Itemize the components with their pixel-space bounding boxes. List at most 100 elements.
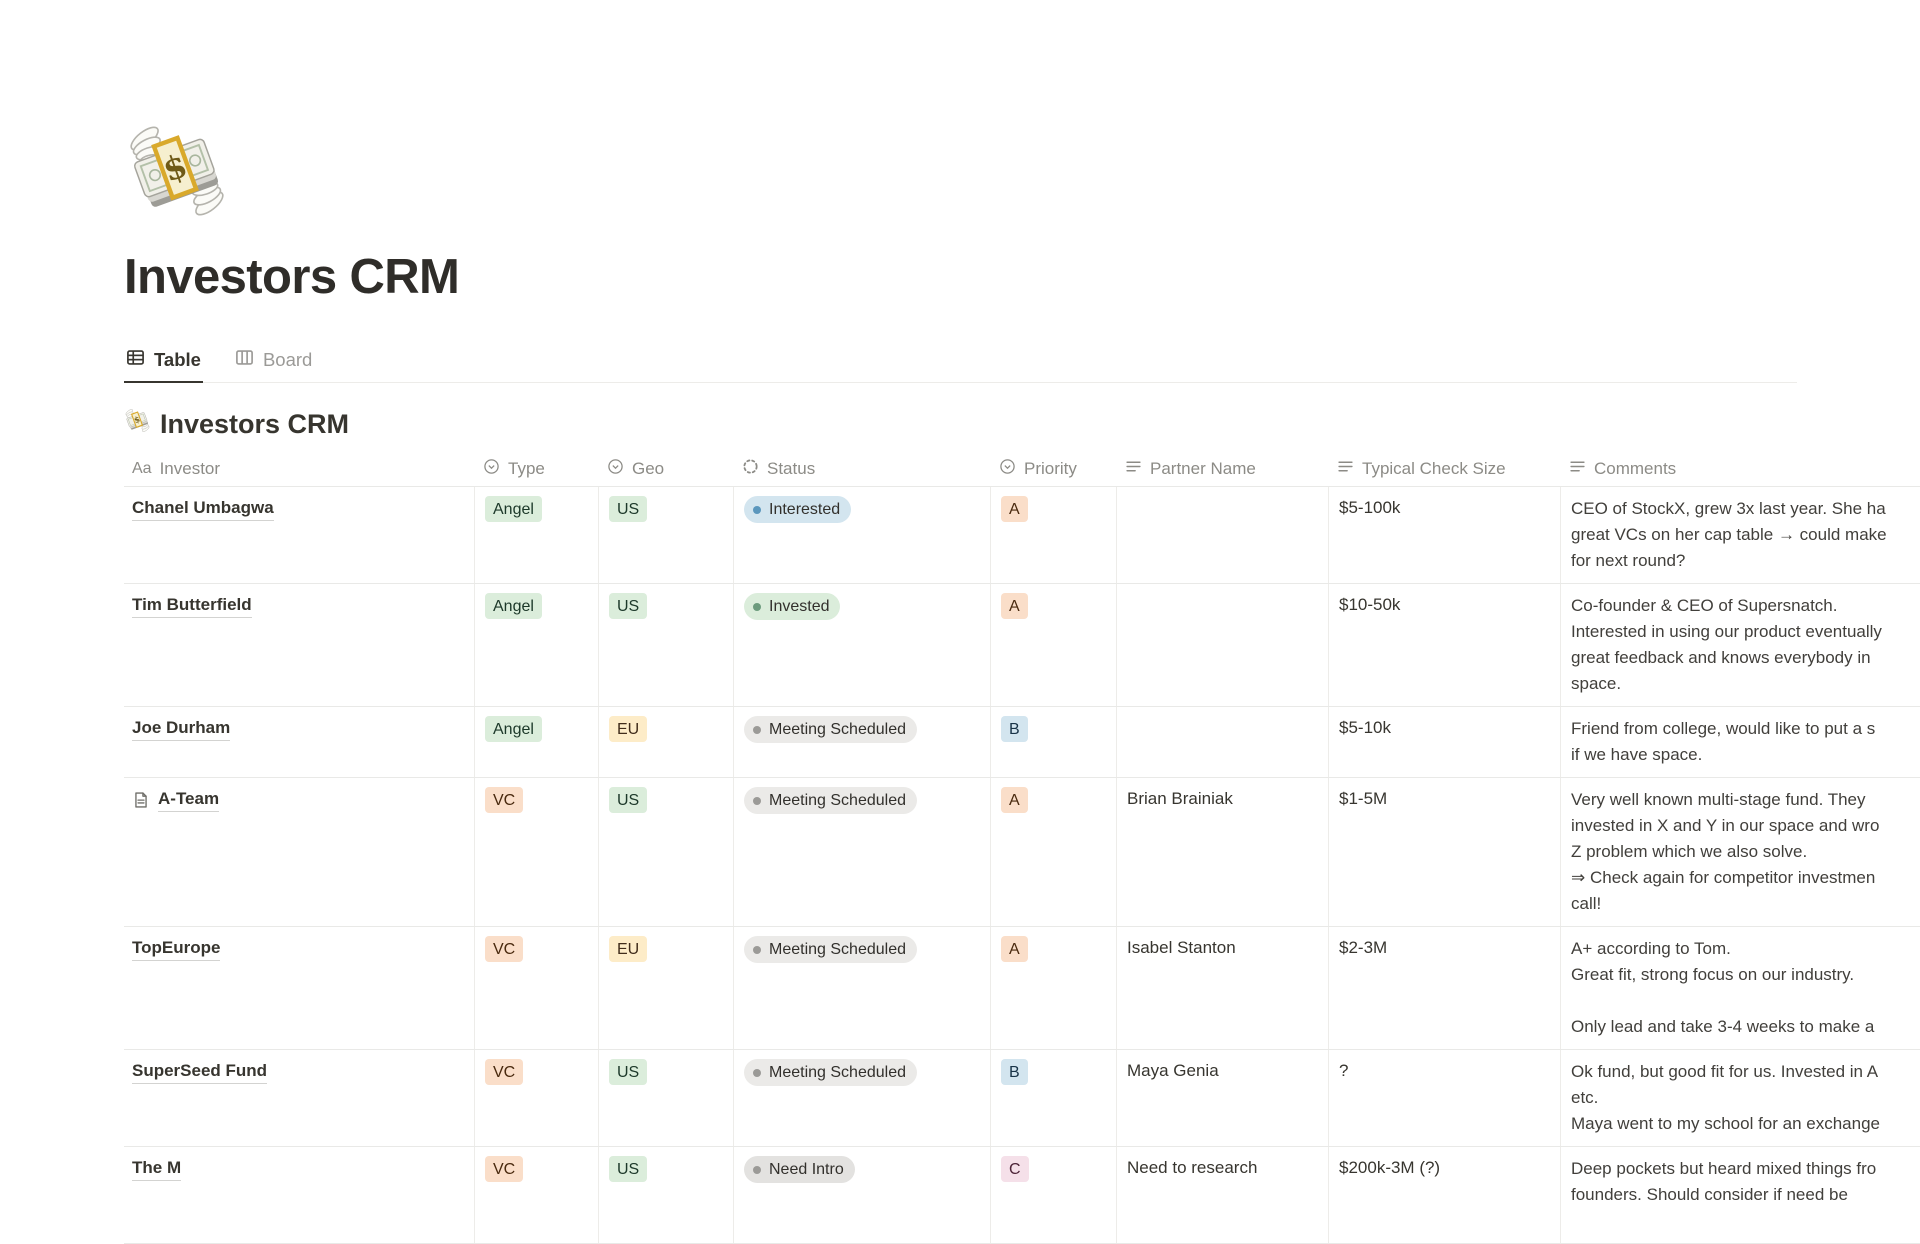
geo-cell[interactable]: EU: [599, 927, 734, 1049]
investor-cell[interactable]: TopEurope: [124, 927, 475, 1049]
status-cell[interactable]: Invested: [734, 584, 991, 706]
type-cell[interactable]: VC: [475, 1147, 599, 1243]
investor-name[interactable]: TopEurope: [132, 938, 221, 961]
board-view-icon: [235, 348, 254, 372]
money-with-wings-icon[interactable]: $: [124, 118, 230, 224]
table-row: SuperSeed Fund VC US Meeting Scheduled B…: [124, 1050, 1920, 1147]
investor-name[interactable]: The M: [132, 1158, 182, 1181]
type-cell[interactable]: Angel: [475, 707, 599, 777]
priority-cell[interactable]: B: [991, 707, 1117, 777]
column-header-investor[interactable]: Aa Investor: [132, 458, 221, 478]
priority-cell[interactable]: A: [991, 778, 1117, 926]
table-header-row: Aa Investor Type Geo: [124, 451, 1920, 487]
partner-name-cell[interactable]: Maya Genia: [1117, 1050, 1329, 1146]
table-row: Chanel Umbagwa Angel US Interested A $5-…: [124, 487, 1920, 584]
column-header-partner-name[interactable]: Partner Name: [1117, 458, 1329, 480]
investor-name[interactable]: Tim Butterfield: [132, 595, 252, 618]
status-cell[interactable]: Meeting Scheduled: [734, 1050, 991, 1146]
type-cell[interactable]: VC: [475, 778, 599, 926]
status-label: Meeting Scheduled: [769, 1064, 906, 1081]
title-property-icon: Aa: [132, 459, 152, 477]
comments-cell[interactable]: A+ according to Tom. Great fit, strong f…: [1571, 939, 1875, 1036]
comments-cell[interactable]: Very well known multi-stage fund. They i…: [1571, 790, 1880, 913]
type-tag: VC: [485, 936, 524, 962]
check-size-cell[interactable]: $2-3M: [1329, 927, 1561, 1049]
column-header-type[interactable]: Type: [475, 458, 599, 480]
type-tag: Angel: [485, 496, 542, 522]
status-cell[interactable]: Meeting Scheduled: [734, 707, 991, 777]
partner-name-cell[interactable]: [1117, 487, 1329, 583]
geo-cell[interactable]: US: [599, 487, 734, 583]
partner-name-cell[interactable]: Brian Brainiak: [1117, 778, 1329, 926]
partner-name-cell[interactable]: Need to research: [1117, 1147, 1329, 1243]
investor-cell[interactable]: A-Team: [124, 778, 475, 926]
investor-cell[interactable]: Joe Durham: [124, 707, 475, 777]
priority-cell[interactable]: B: [991, 1050, 1117, 1146]
type-cell[interactable]: Angel: [475, 487, 599, 583]
priority-cell[interactable]: A: [991, 584, 1117, 706]
comments-cell[interactable]: CEO of StockX, grew 3x last year. She ha…: [1571, 499, 1887, 570]
status-label: Need Intro: [769, 1161, 844, 1178]
geo-cell[interactable]: US: [599, 1050, 734, 1146]
status-dot: [753, 505, 761, 514]
investor-name[interactable]: A-Team: [158, 789, 220, 812]
column-header-typical-check-size[interactable]: Typical Check Size: [1329, 458, 1561, 480]
geo-tag: US: [609, 1156, 648, 1182]
check-size-cell[interactable]: $200k-3M (?): [1329, 1147, 1561, 1243]
tab-board[interactable]: Board: [233, 343, 314, 383]
status-label: Interested: [769, 501, 841, 518]
status-cell[interactable]: Need Intro: [734, 1147, 991, 1243]
check-size-cell[interactable]: $10-50k: [1329, 584, 1561, 706]
column-header-geo[interactable]: Geo: [599, 458, 734, 480]
geo-cell[interactable]: US: [599, 584, 734, 706]
status-cell[interactable]: Interested: [734, 487, 991, 583]
tab-board-label: Board: [262, 349, 313, 370]
status-tag: Meeting Scheduled: [744, 716, 917, 743]
text-property-icon: [1569, 458, 1586, 480]
type-cell[interactable]: Angel: [475, 584, 599, 706]
investor-name[interactable]: SuperSeed Fund: [132, 1061, 268, 1084]
type-cell[interactable]: VC: [475, 1050, 599, 1146]
check-size-cell[interactable]: $5-10k: [1329, 707, 1561, 777]
priority-cell[interactable]: A: [991, 927, 1117, 1049]
geo-cell[interactable]: US: [599, 778, 734, 926]
type-cell[interactable]: VC: [475, 927, 599, 1049]
investor-cell[interactable]: Chanel Umbagwa: [124, 487, 475, 583]
page-title[interactable]: Investors CRM: [124, 250, 460, 304]
comments-cell[interactable]: Co-founder & CEO of Supersnatch. Interes…: [1571, 596, 1882, 693]
column-header-priority[interactable]: Priority: [991, 458, 1117, 480]
type-tag: VC: [485, 1156, 524, 1182]
check-size-cell[interactable]: ?: [1329, 1050, 1561, 1146]
check-size-cell[interactable]: $5-100k: [1329, 487, 1561, 583]
investors-table: Aa Investor Type Geo: [124, 451, 1920, 1244]
tab-table[interactable]: Table: [124, 343, 203, 383]
check-size-cell[interactable]: $1-5M: [1329, 778, 1561, 926]
investor-cell[interactable]: Tim Butterfield: [124, 584, 475, 706]
table-view-icon: [126, 348, 145, 372]
partner-name-cell[interactable]: [1117, 584, 1329, 706]
priority-cell[interactable]: C: [991, 1147, 1117, 1243]
geo-cell[interactable]: US: [599, 1147, 734, 1243]
investor-cell[interactable]: The M: [124, 1147, 475, 1243]
column-header-status[interactable]: Status: [734, 458, 991, 480]
partner-name-cell[interactable]: [1117, 707, 1329, 777]
database-title-label: Investors CRM: [160, 408, 350, 439]
partner-name-cell[interactable]: Isabel Stanton: [1117, 927, 1329, 1049]
investor-cell[interactable]: SuperSeed Fund: [124, 1050, 475, 1146]
priority-cell[interactable]: A: [991, 487, 1117, 583]
investor-name[interactable]: Joe Durham: [132, 718, 231, 741]
geo-cell[interactable]: EU: [599, 707, 734, 777]
column-header-comments[interactable]: Comments: [1561, 458, 1920, 480]
comments-cell[interactable]: Ok fund, but good fit for us. Invested i…: [1571, 1062, 1880, 1133]
comments-cell[interactable]: Friend from college, would like to put a…: [1571, 719, 1876, 764]
table-row: Tim Butterfield Angel US Invested A $10-…: [124, 584, 1920, 707]
status-property-icon: [742, 458, 759, 480]
comments-cell[interactable]: Deep pockets but heard mixed things fro …: [1571, 1159, 1877, 1204]
svg-text:$: $: [133, 414, 142, 425]
status-tag: Invested: [744, 593, 841, 620]
table-row: TopEurope VC EU Meeting Scheduled A Isab…: [124, 927, 1920, 1050]
status-cell[interactable]: Meeting Scheduled: [734, 927, 991, 1049]
investor-name[interactable]: Chanel Umbagwa: [132, 498, 274, 521]
priority-tag: B: [1001, 1059, 1028, 1085]
status-cell[interactable]: Meeting Scheduled: [734, 778, 991, 926]
